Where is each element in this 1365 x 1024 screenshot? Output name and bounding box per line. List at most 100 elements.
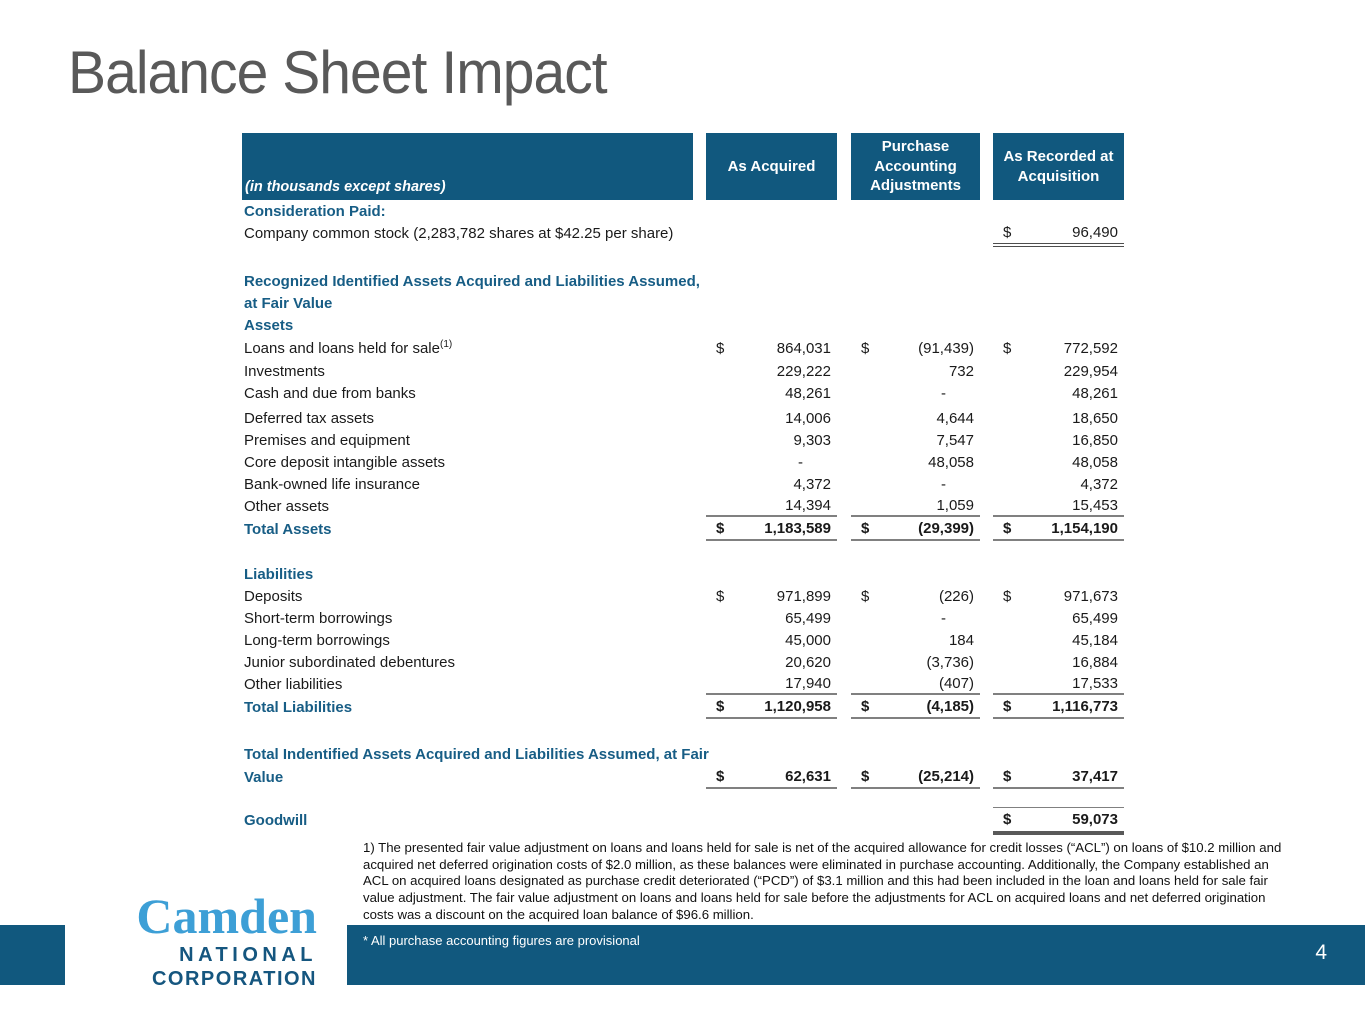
value-cell: $1,154,190 — [993, 517, 1124, 541]
table-row: Long-term borrowings 45,000 184 45,184 — [242, 629, 1124, 651]
cell-value: 14,394 — [785, 496, 831, 514]
value-cell: 48,261 — [993, 382, 1124, 404]
value-cell — [706, 719, 837, 743]
value-cell: 18,650 — [993, 407, 1124, 429]
table-row: Deposits $971,899 $ (226) $971,673 — [242, 585, 1124, 607]
table-row: Company common stock (2,283,782 shares a… — [242, 222, 1124, 247]
cell-value: 864,031 — [776, 339, 831, 357]
value-cell: $971,673 — [993, 585, 1124, 607]
cell-value: 17,940 — [785, 674, 831, 692]
row-label: Long-term borrowings — [244, 631, 390, 649]
value-cell — [851, 541, 980, 563]
cell-value: (3,736) — [926, 653, 974, 671]
value-cell: $1,120,958 — [706, 695, 837, 719]
value-cell: $ (4,185) — [851, 695, 980, 719]
row-label: Recognized Identified Assets Acquired an… — [244, 272, 700, 290]
cell-value: 9,303 — [793, 431, 831, 449]
cell-value: (407) — [938, 674, 974, 692]
row-label: Bank-owned life insurance — [244, 475, 420, 493]
row-label: Total Indentified Assets Acquired and Li… — [244, 745, 709, 763]
value-cell — [993, 244, 1124, 270]
cell-value: 229,954 — [1063, 362, 1118, 380]
balance-sheet-table: (in thousands except shares) As Acquired… — [242, 133, 1124, 835]
value-cell: (407) — [851, 673, 980, 695]
cell-value: (226) — [938, 587, 974, 605]
column-header-purchase-accounting-adjustments: Purchase Accounting Adjustments — [851, 133, 980, 200]
value-cell — [851, 222, 980, 244]
cell-value: 48,261 — [785, 384, 831, 402]
page-number: 4 — [1315, 941, 1327, 964]
table-row: Core deposit intangible assets - 48,058 48,… — [242, 451, 1124, 473]
cell-value: 17,533 — [1072, 674, 1118, 692]
value-cell: 1,059 — [851, 495, 980, 517]
cell-value: 48,261 — [1072, 384, 1118, 402]
value-cell: $971,899 — [706, 585, 837, 607]
value-cell: 9,303 — [706, 429, 837, 451]
value-cell: $1,116,773 — [993, 695, 1124, 719]
value-cell: 45,000 — [706, 629, 837, 651]
table-row: at Fair Value — [242, 292, 1124, 314]
cell-value: 65,499 — [1072, 609, 1118, 627]
table-row: Premises and equipment 9,303 7,547 16,850 — [242, 429, 1124, 451]
value-cell — [851, 292, 980, 314]
value-cell: $864,031 — [706, 336, 837, 360]
cell-value: 45,000 — [785, 631, 831, 649]
value-cell — [993, 563, 1124, 585]
cell-value: 62,631 — [785, 767, 831, 785]
value-cell: 48,058 — [993, 451, 1124, 473]
value-cell: 14,006 — [706, 407, 837, 429]
cell-value: 229,222 — [776, 362, 831, 380]
cell-value: - — [798, 453, 803, 471]
cell-value: 4,372 — [793, 475, 831, 493]
value-cell: 48,261 — [706, 382, 837, 404]
cell-value: 20,620 — [785, 653, 831, 671]
cell-value: (91,439) — [918, 339, 974, 357]
value-cell: 20,620 — [706, 651, 837, 673]
value-cell — [851, 244, 980, 270]
value-cell: - — [706, 451, 837, 473]
value-cell: 65,499 — [706, 607, 837, 629]
table-row: Recognized Identified Assets Acquired an… — [242, 270, 1124, 292]
cell-value: - — [941, 475, 946, 493]
value-cell: 65,499 — [993, 607, 1124, 629]
value-cell: (3,736) — [851, 651, 980, 673]
row-label: Loans and loans held for sale(1) — [244, 339, 453, 357]
currency-symbol: $ — [716, 339, 725, 357]
currency-symbol: $ — [716, 767, 725, 785]
value-cell: 17,533 — [993, 673, 1124, 695]
cell-value: - — [941, 609, 946, 627]
value-cell: 4,372 — [993, 473, 1124, 495]
table-row: Deferred tax assets 14,006 4,644 18,650 — [242, 407, 1124, 429]
currency-symbol: $ — [1003, 587, 1012, 605]
value-cell — [993, 541, 1124, 563]
cell-value: 971,673 — [1063, 587, 1118, 605]
value-cell: 16,850 — [993, 429, 1124, 451]
cell-value: 48,058 — [928, 453, 974, 471]
value-cell: $772,592 — [993, 336, 1124, 360]
table-row: Investments 229,222 732 229,954 — [242, 360, 1124, 382]
table-rows: Consideration Paid: Company common stock … — [242, 200, 1124, 835]
cell-value: 48,058 — [1072, 453, 1118, 471]
value-cell: - — [851, 473, 980, 495]
currency-symbol: $ — [1003, 224, 1012, 241]
value-cell: $59,073 — [993, 807, 1124, 835]
value-cell: 45,184 — [993, 629, 1124, 651]
company-logo: Camden NATIONAL CORPORATION — [65, 886, 347, 1024]
row-label: Other liabilities — [244, 675, 343, 693]
row-label: Premises and equipment — [244, 431, 410, 449]
value-cell — [706, 222, 837, 244]
value-cell — [706, 807, 837, 833]
value-cell — [706, 541, 837, 563]
row-label: Core deposit intangible assets — [244, 453, 445, 471]
cell-value: 18,650 — [1072, 409, 1118, 427]
row-label: Other assets — [244, 497, 330, 515]
row-label: Liabilities — [244, 565, 314, 583]
cell-value: 16,884 — [1072, 653, 1118, 671]
page-title: Balance Sheet Impact — [68, 39, 608, 106]
value-cell — [851, 807, 980, 833]
value-cell: 184 — [851, 629, 980, 651]
table-row — [242, 789, 1124, 807]
row-label: Cash and due from banks — [244, 384, 416, 402]
cell-value: 96,490 — [1072, 224, 1118, 241]
